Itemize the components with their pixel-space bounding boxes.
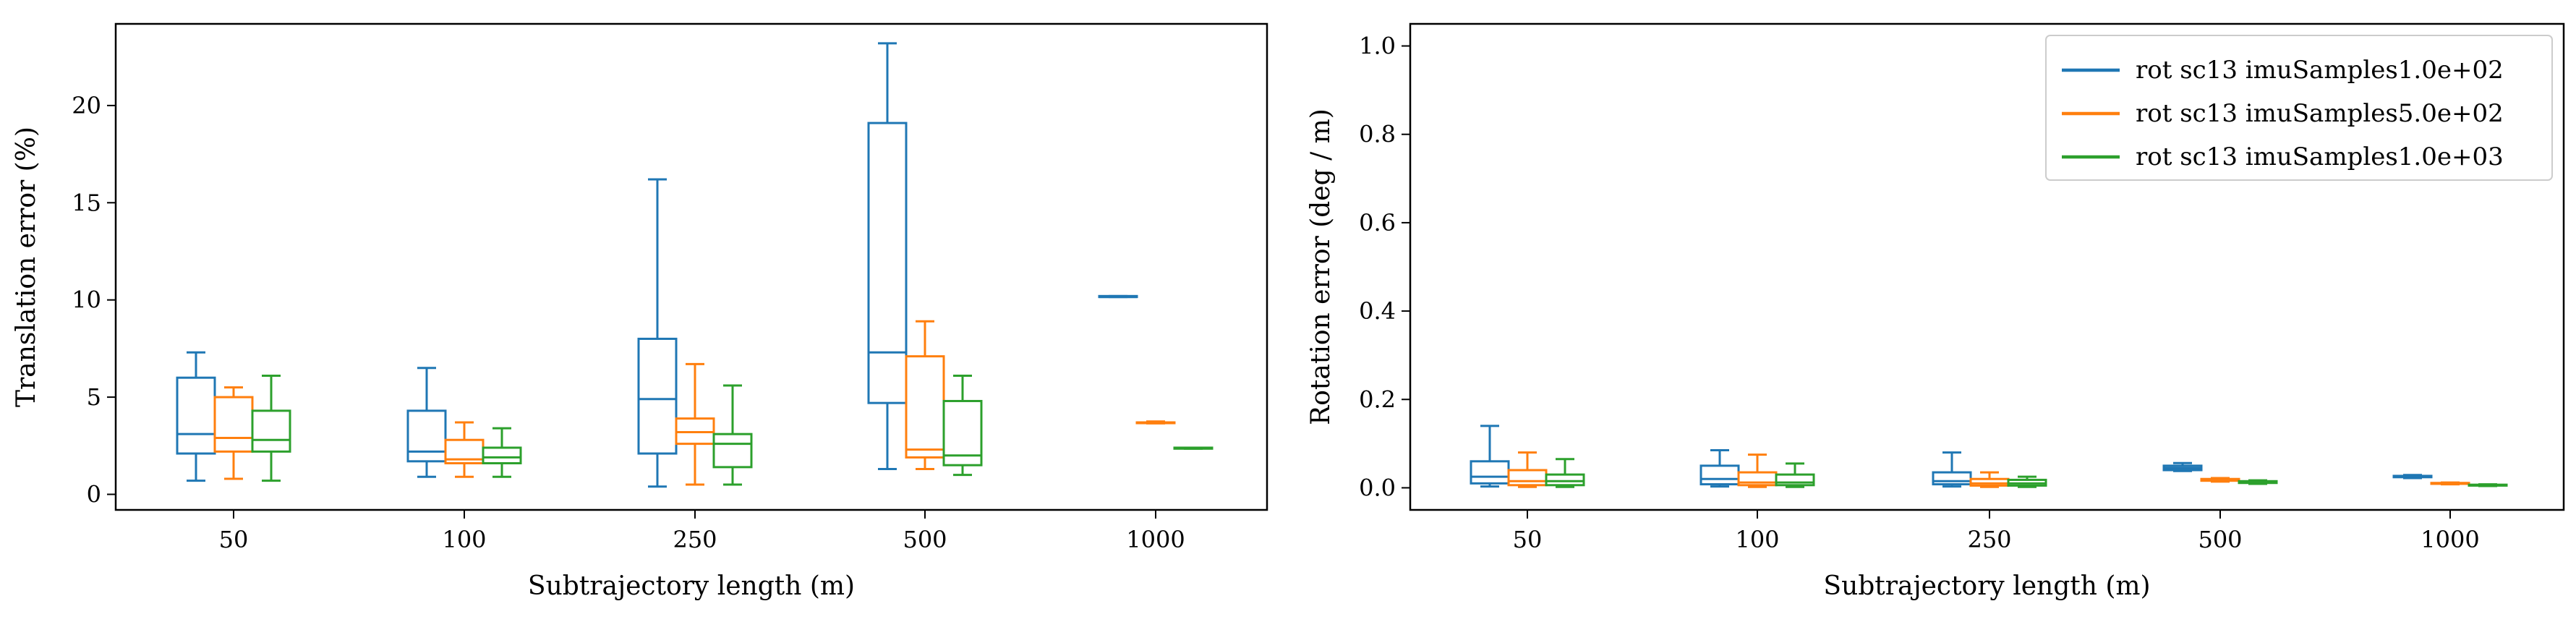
chart-panel-2: 0.0 0.2 0.4 0.6 0.8 1.0 50 100 250 500 1000 Subtraj… bbox=[1306, 22, 2565, 601]
box-iqr bbox=[942, 399, 983, 466]
box-iqr bbox=[1470, 460, 1510, 485]
chart-panel-1: 0 5 10 15 20 50 100 250 500 1000 Subtrajectory len… bbox=[12, 22, 1268, 601]
y-tick-label: 15 bbox=[72, 189, 101, 216]
box bbox=[213, 386, 254, 480]
box bbox=[2007, 475, 2047, 488]
box bbox=[1470, 425, 1510, 488]
box bbox=[1507, 451, 1548, 488]
box-iqr bbox=[637, 337, 678, 455]
x-axis-title: Subtrajectory length (m) bbox=[1823, 571, 2150, 601]
box-iqr bbox=[406, 409, 447, 463]
box bbox=[2392, 474, 2433, 480]
box bbox=[1699, 449, 1740, 488]
x-tick-label: 50 bbox=[219, 526, 249, 553]
x-tick-label: 500 bbox=[2198, 526, 2242, 553]
box bbox=[867, 42, 908, 471]
y-tick-label: 0 bbox=[87, 480, 101, 508]
x-tick-label: 100 bbox=[1735, 526, 1779, 553]
legend-label: rot sc13 imuSamples1.0e+03 bbox=[2136, 142, 2504, 171]
x-tick-label: 1000 bbox=[1126, 526, 1185, 553]
series-1 bbox=[176, 42, 1138, 488]
y-tick-label: 1.0 bbox=[1359, 33, 1396, 60]
box bbox=[1545, 458, 1585, 488]
x-tick-label: 1000 bbox=[2421, 526, 2479, 553]
series-2 bbox=[1507, 451, 2470, 488]
series-2 bbox=[213, 320, 1176, 486]
box bbox=[2238, 479, 2278, 485]
box bbox=[637, 178, 678, 488]
box bbox=[675, 362, 715, 486]
box-iqr bbox=[1775, 473, 1815, 487]
y-tick-label: 0.4 bbox=[1359, 297, 1396, 325]
box-iqr bbox=[712, 433, 753, 469]
box bbox=[2430, 481, 2470, 486]
box-iqr bbox=[176, 376, 216, 455]
y-tick-label: 5 bbox=[87, 383, 101, 411]
x-tick-label: 50 bbox=[1513, 526, 1543, 553]
box bbox=[2200, 477, 2240, 483]
x-tick-label: 250 bbox=[673, 526, 717, 553]
box bbox=[1737, 453, 1778, 488]
box-iqr bbox=[905, 355, 945, 459]
y-tick-label: 0.6 bbox=[1359, 209, 1396, 237]
box bbox=[482, 427, 522, 478]
y-tick-label: 0.2 bbox=[1359, 385, 1396, 413]
box bbox=[1135, 420, 1176, 425]
box bbox=[1969, 471, 2010, 488]
axes-frame bbox=[1409, 22, 2565, 511]
box bbox=[1098, 294, 1138, 299]
box bbox=[444, 421, 485, 478]
series-1 bbox=[1470, 425, 2433, 488]
box bbox=[712, 384, 753, 486]
y-axis-title: Translation error (%) bbox=[12, 127, 41, 407]
x-axis-title: Subtrajectory length (m) bbox=[528, 571, 855, 601]
box bbox=[1932, 451, 1972, 488]
box-iqr bbox=[1969, 477, 2010, 487]
box-iqr bbox=[867, 122, 908, 404]
y-axis-title: Rotation error (deg / m) bbox=[1306, 108, 1336, 425]
series-3 bbox=[251, 375, 1214, 486]
box bbox=[1775, 462, 1815, 488]
axes-frame bbox=[114, 22, 1268, 511]
box-iqr bbox=[1932, 471, 1972, 486]
x-tick-label: 500 bbox=[903, 526, 947, 553]
box bbox=[406, 367, 447, 478]
box bbox=[176, 351, 216, 482]
box-iqr bbox=[1699, 464, 1740, 486]
y-tick-label: 0.0 bbox=[1359, 474, 1396, 501]
y-tick-label: 20 bbox=[72, 92, 101, 119]
x-tick-label: 100 bbox=[442, 526, 486, 553]
legend: rot sc13 imuSamples1.0e+02 rot sc13 imuSa… bbox=[2045, 35, 2553, 181]
box bbox=[2162, 461, 2203, 472]
series-3 bbox=[1545, 458, 2508, 488]
box bbox=[905, 320, 945, 471]
box-iqr bbox=[1507, 469, 1548, 487]
legend-label: rot sc13 imuSamples1.0e+02 bbox=[2136, 56, 2504, 85]
box bbox=[2468, 483, 2508, 487]
x-tick-label: 250 bbox=[1967, 526, 2011, 553]
box-iqr bbox=[1545, 473, 1585, 487]
box bbox=[251, 375, 291, 482]
legend-box bbox=[2045, 35, 2553, 181]
y-tick-label: 0.8 bbox=[1359, 121, 1396, 148]
box-iqr bbox=[482, 446, 522, 464]
legend-label: rot sc13 imuSamples5.0e+02 bbox=[2136, 99, 2504, 128]
y-tick-label: 10 bbox=[72, 286, 101, 314]
box-iqr bbox=[251, 409, 291, 453]
box bbox=[942, 375, 983, 477]
box-iqr bbox=[213, 396, 254, 453]
